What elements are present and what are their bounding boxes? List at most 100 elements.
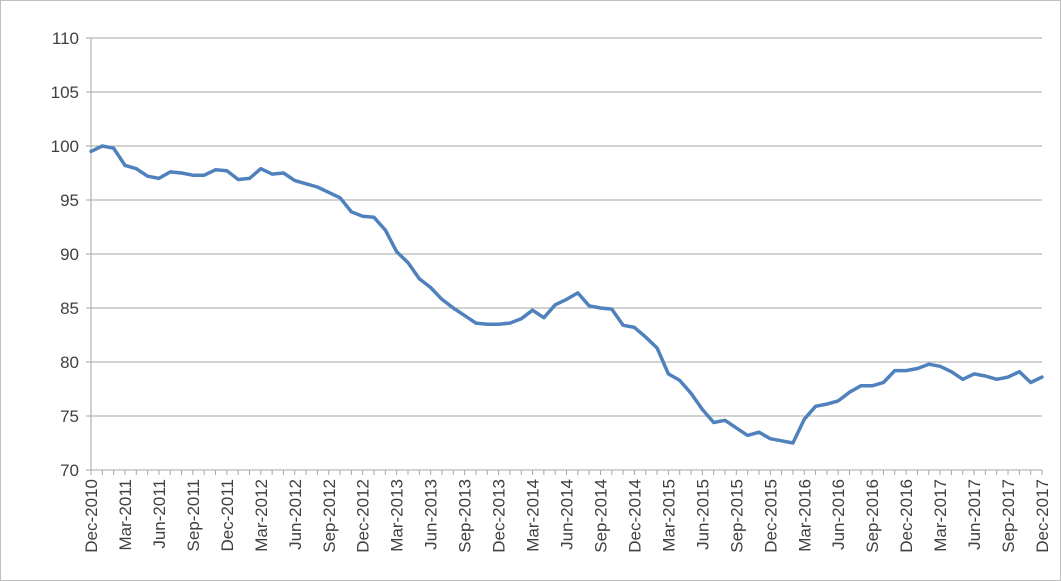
data-point xyxy=(633,326,636,329)
x-tick-label: Dec-2017 xyxy=(1033,479,1052,553)
data-point xyxy=(735,426,738,430)
data-point xyxy=(689,392,693,395)
y-tick-label: 85 xyxy=(60,299,79,318)
data-point xyxy=(350,210,353,214)
data-point xyxy=(452,306,455,310)
y-tick-label: 100 xyxy=(51,137,79,156)
data-point xyxy=(440,298,444,301)
x-tick-label: Mar-2017 xyxy=(931,479,950,552)
data-point xyxy=(327,191,330,194)
data-point xyxy=(259,167,262,170)
data-point xyxy=(474,321,478,325)
data-point xyxy=(701,408,704,411)
data-point xyxy=(508,321,512,325)
y-tick-label: 95 xyxy=(60,191,79,210)
data-point xyxy=(304,182,308,185)
data-point xyxy=(531,309,534,312)
data-point xyxy=(769,437,772,440)
data-point xyxy=(497,323,500,326)
data-point xyxy=(1018,370,1021,373)
y-tick-label: 90 xyxy=(60,245,79,264)
data-point xyxy=(757,431,761,434)
data-point xyxy=(984,374,987,378)
y-tick-label: 105 xyxy=(51,83,79,102)
y-axis: 70 75 80 85 90 95 100 105 110 xyxy=(51,29,92,480)
series-line-0 xyxy=(89,144,1044,445)
data-point xyxy=(825,402,829,406)
data-point xyxy=(565,298,568,301)
data-point xyxy=(814,405,817,408)
x-tick-label: Mar-2014 xyxy=(524,479,543,552)
data-point xyxy=(101,144,104,148)
data-point xyxy=(927,363,930,366)
y-tick-label: 70 xyxy=(60,461,79,480)
data-point xyxy=(678,379,681,382)
data-point xyxy=(599,306,602,310)
x-tick-label: Jun-2016 xyxy=(829,479,848,550)
x-tick-label: Mar-2013 xyxy=(388,479,407,552)
data-point xyxy=(418,277,421,280)
x-tick-label: Sep-2013 xyxy=(456,479,475,553)
y-tick-label: 80 xyxy=(60,353,79,372)
data-point xyxy=(554,303,557,306)
data-point xyxy=(520,317,523,320)
x-tick-label: Sep-2012 xyxy=(320,479,339,553)
x-tick-label: Dec-2014 xyxy=(625,479,644,553)
data-point xyxy=(972,372,976,376)
data-point xyxy=(893,369,896,372)
data-point xyxy=(248,177,251,180)
data-point xyxy=(621,324,625,327)
data-point xyxy=(1040,375,1044,379)
x-tick-label: Jun-2017 xyxy=(965,479,984,550)
data-point xyxy=(995,378,998,381)
x-tick-label: Dec-2011 xyxy=(218,479,237,551)
x-tick-label: Dec-2012 xyxy=(354,479,373,553)
x-tick-label: Dec-2015 xyxy=(761,479,780,553)
data-point xyxy=(429,286,432,289)
data-point xyxy=(282,171,285,175)
data-point xyxy=(712,421,715,424)
data-point xyxy=(1029,381,1032,384)
data-point xyxy=(916,367,919,370)
x-tick-label: Sep-2011 xyxy=(184,479,203,551)
data-point xyxy=(610,307,613,311)
data-point xyxy=(486,323,489,326)
data-point xyxy=(463,314,466,317)
data-point xyxy=(803,418,806,421)
data-point xyxy=(576,291,579,295)
data-point xyxy=(338,196,342,199)
x-tick-label: Jun-2013 xyxy=(422,479,441,550)
x-tick-label: Dec-2013 xyxy=(490,479,509,553)
data-point xyxy=(780,439,783,442)
data-point xyxy=(180,171,183,175)
y-tick-label: 75 xyxy=(60,407,79,426)
data-point xyxy=(848,391,851,394)
data-point xyxy=(214,168,217,171)
data-point xyxy=(871,384,874,387)
x-tick-label: Jun-2012 xyxy=(286,479,305,550)
data-point xyxy=(644,336,647,339)
x-tick-label: Mar-2011 xyxy=(116,479,135,551)
data-point xyxy=(316,185,319,189)
data-point xyxy=(1006,375,1010,379)
data-point xyxy=(384,229,387,232)
x-tick-label: Jun-2015 xyxy=(693,479,712,550)
x-tick-label: Mar-2012 xyxy=(252,479,271,552)
data-point xyxy=(89,150,93,153)
x-tick-label: Dec-2016 xyxy=(897,479,916,553)
data-point xyxy=(723,419,727,422)
data-point xyxy=(938,365,942,368)
data-point xyxy=(270,172,274,176)
data-point xyxy=(882,381,885,384)
data-point xyxy=(961,378,964,381)
data-point xyxy=(950,370,953,373)
data-point xyxy=(655,346,659,350)
data-point xyxy=(293,179,296,182)
x-tick-label: Sep-2014 xyxy=(591,479,610,553)
data-point xyxy=(169,170,172,174)
data-point xyxy=(395,250,398,253)
x-tick-label: Sep-2016 xyxy=(863,479,882,553)
data-point xyxy=(123,164,127,167)
data-point xyxy=(667,372,670,376)
data-point xyxy=(372,216,376,219)
